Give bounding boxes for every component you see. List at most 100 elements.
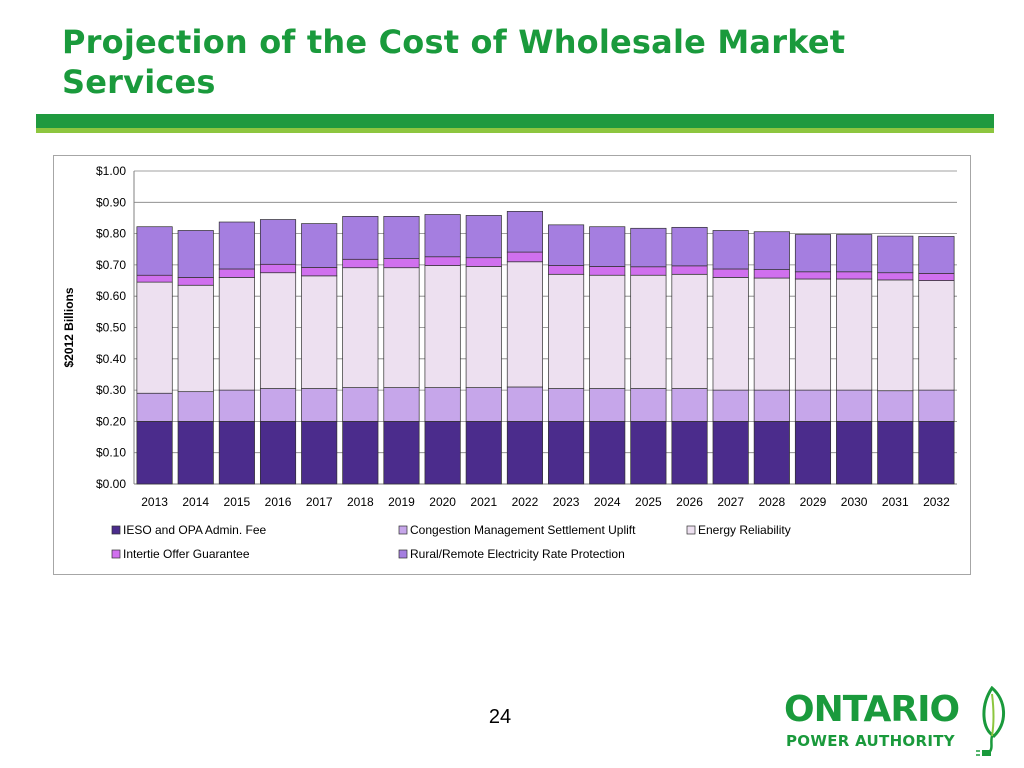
bar-segment — [589, 388, 626, 422]
bar-segment — [753, 231, 790, 270]
legend-label: Intertie Offer Guarantee — [123, 547, 250, 561]
x-tick-label: 2023 — [553, 495, 580, 509]
bar-segment — [301, 421, 338, 485]
bar-segment — [383, 258, 420, 269]
bar-segment — [918, 273, 955, 281]
bar-segment — [506, 211, 543, 253]
bar-segment — [301, 267, 338, 277]
x-tick-label: 2019 — [388, 495, 415, 509]
bar-segment — [177, 284, 214, 393]
leaf-plug-icon — [976, 686, 1005, 756]
legend-swatch — [398, 525, 408, 535]
bar-segment — [548, 224, 585, 266]
y-tick-label: $0.80 — [96, 227, 126, 241]
slide-title: Projection of the Cost of Wholesale Mark… — [62, 23, 846, 101]
bar-segment — [506, 251, 543, 263]
bar-segment — [671, 273, 708, 389]
bar-segment — [218, 421, 255, 485]
bar-segment — [383, 216, 420, 259]
bar-segment — [301, 223, 338, 268]
bar-segment — [465, 215, 502, 259]
bar-segment — [630, 227, 667, 268]
bar-segment — [630, 388, 667, 422]
bar-segment — [794, 271, 832, 280]
bar-segment — [877, 235, 914, 274]
bar-segment — [671, 265, 708, 275]
bar-segment — [836, 278, 873, 391]
bar-segment — [918, 421, 955, 485]
bar-segment — [753, 421, 790, 485]
bar-segment — [218, 268, 255, 278]
x-tick-label: 2021 — [470, 495, 497, 509]
bar-segment — [136, 281, 173, 394]
bar-segment — [753, 389, 790, 422]
bar-segment — [424, 421, 461, 485]
bar-segment — [753, 269, 790, 279]
bar-segment — [671, 388, 708, 422]
bar-segment — [918, 389, 955, 422]
bar-segment — [548, 265, 585, 275]
page-number: 24 — [488, 706, 512, 728]
bar-segment — [342, 216, 379, 260]
x-tick-label: 2014 — [182, 495, 209, 509]
chart-frame: $0.00 $0.10 $0.20 $0.30 $0.40 $0.50 $0.60 $0.70… — [53, 155, 971, 575]
bar-segment — [671, 226, 708, 267]
x-tick-label: 2022 — [512, 495, 539, 509]
bar-segment — [465, 266, 502, 388]
bar-segment — [918, 280, 955, 391]
bar-segment — [712, 421, 749, 485]
bar-segment — [424, 265, 461, 388]
x-tick-label: 2029 — [800, 495, 827, 509]
legend-label: Energy Reliability — [698, 523, 791, 537]
bar-segment — [506, 386, 543, 422]
y-tick-label: $0.60 — [96, 289, 126, 303]
x-tick-label: 2031 — [882, 495, 909, 509]
bar-segment — [712, 389, 749, 422]
title-underline-dark — [36, 114, 994, 128]
bar-segment — [877, 272, 914, 281]
x-tick-label: 2020 — [429, 495, 456, 509]
bar-segment — [465, 387, 502, 422]
bar-segment — [301, 275, 338, 389]
legend-swatch — [686, 525, 696, 535]
bar-segment — [424, 387, 461, 422]
bar-segment — [548, 273, 585, 389]
stacked-bar-chart: $0.00 $0.10 $0.20 $0.30 $0.40 $0.50 $0.60 $0.70… — [62, 164, 957, 561]
x-tick-label: 2026 — [676, 495, 703, 509]
bar-segment — [177, 391, 214, 422]
y-tick-label: $0.70 — [96, 258, 126, 272]
bar-segment — [589, 266, 626, 276]
bar-segment — [136, 421, 173, 485]
legend-label: Congestion Management Settlement Uplift — [410, 523, 636, 537]
bar-segment — [342, 267, 379, 388]
bar-segment — [589, 226, 626, 267]
bar-segment — [506, 421, 543, 485]
bar-segment — [877, 421, 914, 485]
bar-segment — [342, 421, 379, 485]
bar-segment — [136, 274, 173, 283]
y-tick-label: $0.50 — [96, 321, 126, 335]
bar-segment — [259, 272, 297, 389]
bar-segment — [794, 278, 832, 391]
bar-segment — [218, 389, 255, 422]
bar-segment — [506, 261, 543, 388]
bar-segment — [424, 256, 461, 266]
x-tick-label: 2032 — [923, 495, 950, 509]
x-tick-label: 2013 — [141, 495, 168, 509]
bar-segment — [383, 267, 420, 388]
bar-segment — [836, 271, 873, 280]
bar-segment — [259, 263, 297, 274]
y-tick-label: $0.00 — [96, 477, 126, 491]
y-tick-label: $1.00 — [96, 164, 126, 178]
ontario-power-authority-logo: ONTARIO POWER AUTHORITY — [784, 686, 1014, 760]
bar-segment — [548, 421, 585, 485]
bar-segment — [918, 236, 955, 274]
bar-segment — [342, 258, 379, 269]
bar-segment — [589, 274, 626, 389]
bar-segment — [836, 234, 873, 273]
bar-segment — [259, 219, 297, 265]
x-tick-label: 2016 — [265, 495, 292, 509]
bar-segment — [218, 221, 255, 270]
x-tick-label: 2025 — [635, 495, 662, 509]
bar-segment — [218, 277, 255, 391]
